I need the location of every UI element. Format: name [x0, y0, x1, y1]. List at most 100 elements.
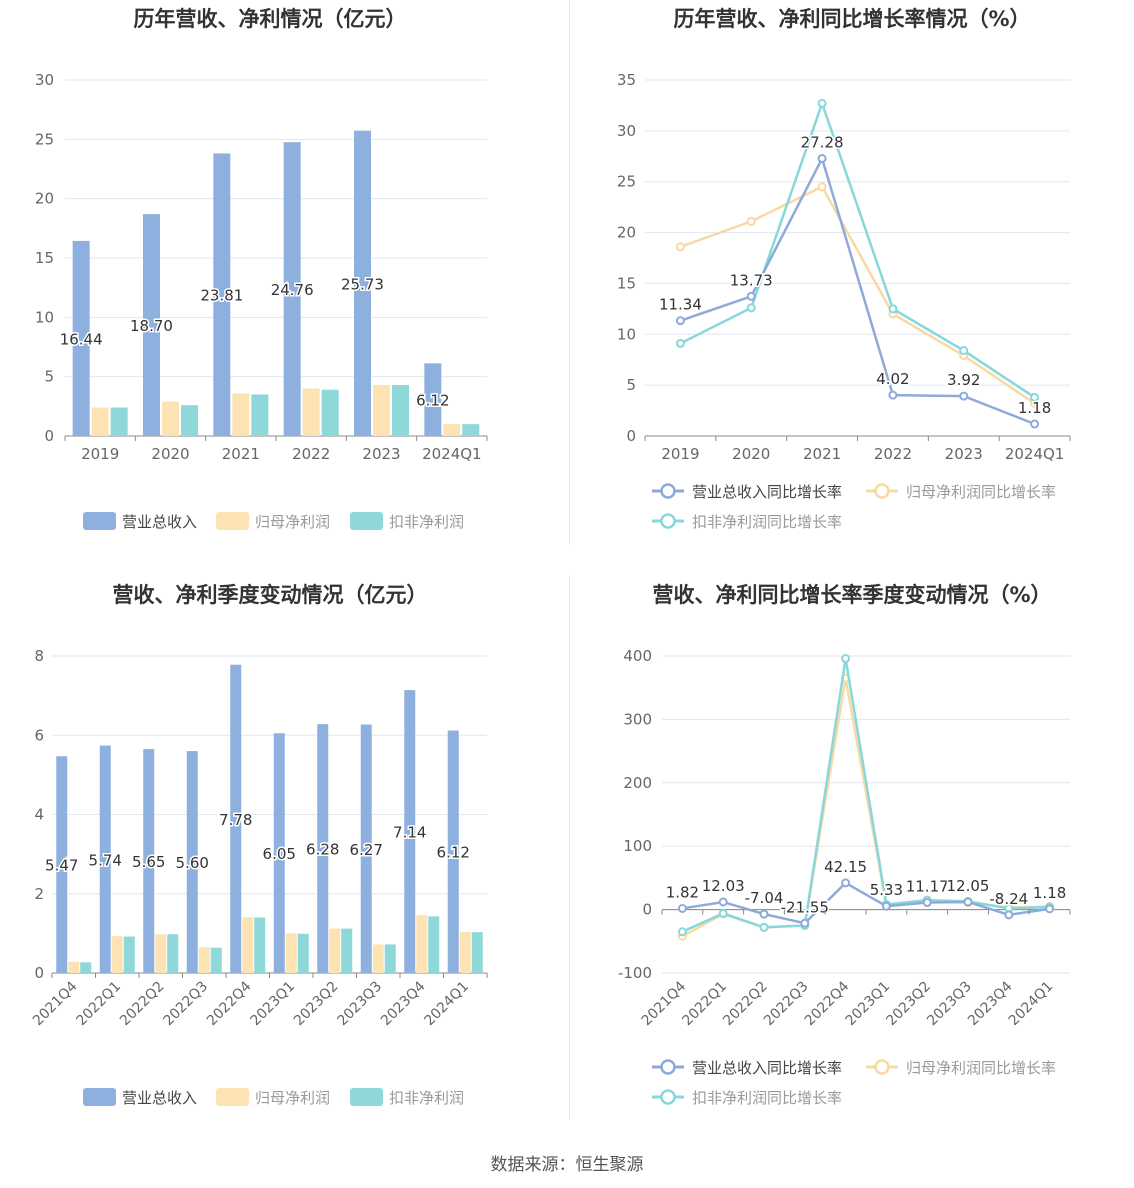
bar-deducted-profit	[80, 962, 92, 973]
x-tick-label: 2023	[362, 445, 400, 463]
data-point	[677, 927, 687, 937]
chart-title: 历年营收、净利情况（亿元）	[134, 7, 407, 31]
x-tick-label: 2021	[803, 445, 841, 463]
y-tick-label: 6	[34, 726, 44, 744]
y-tick-label: 400	[623, 647, 652, 665]
bar-revenue	[186, 751, 198, 973]
quarterly-revenue-profit-chart: 营收、净利季度变动情况（亿元） 0 2 4 6 8 5.47 5.74 5.65 5.60 7.78…	[0, 575, 567, 1120]
bar-data-label: 5.74	[89, 851, 122, 869]
bar-data-label: 6.12	[416, 392, 449, 410]
annual-growth-chart: 历年营收、净利同比增长率情况（%） 0 5 10 15 20 25 30 35 11.34 13.7…	[570, 0, 1134, 545]
y-tick-label: 25	[617, 173, 636, 191]
y-tick-label: 30	[35, 71, 54, 89]
bar-deducted-profit	[462, 424, 480, 436]
x-tick-label: 2022Q2	[117, 979, 168, 1030]
data-point	[800, 918, 810, 928]
bar-revenue	[360, 724, 372, 973]
bar-data-label: 6.05	[263, 845, 296, 863]
data-point	[746, 216, 756, 226]
y-tick-label: 20	[617, 224, 636, 242]
y-tick-label: 8	[34, 647, 44, 665]
bar-data-label: 7.78	[219, 811, 252, 829]
bar-revenue	[424, 363, 442, 436]
x-tick-label: 2024Q1	[1006, 979, 1057, 1030]
data-point	[1030, 419, 1040, 429]
y-tick-label: 0	[44, 427, 54, 445]
data-point	[759, 922, 769, 932]
legend-swatch	[350, 1088, 383, 1106]
bar-deducted-profit	[123, 936, 135, 973]
bar-revenue	[317, 724, 329, 973]
y-tick-label: 5	[44, 368, 54, 386]
bar-net-profit	[111, 936, 123, 973]
line-data-label: -21.55	[781, 898, 829, 916]
legend-marker	[660, 1059, 676, 1075]
bar-deducted-profit	[341, 928, 353, 973]
y-tick-label: 30	[617, 122, 636, 140]
x-tick-label: 2021Q4	[639, 978, 690, 1029]
bar-net-profit	[285, 933, 297, 973]
bar-deducted-profit	[167, 934, 179, 973]
x-tick-label: 2020	[151, 445, 189, 463]
y-tick-label: 2	[34, 885, 44, 903]
legend-marker	[874, 1059, 890, 1075]
data-point	[718, 897, 728, 907]
line-data-label: 11.34	[659, 296, 702, 314]
bar-revenue	[143, 214, 160, 436]
legend-label: 归母净利润	[255, 513, 330, 531]
line-data-label: 42.15	[824, 858, 867, 876]
data-point	[888, 304, 898, 314]
bar-deducted-profit	[428, 916, 440, 973]
quarterly-growth-chart: 营收、净利同比增长率季度变动情况（%） -100 0 100 200 300 400 1.82…	[570, 575, 1134, 1120]
legend-label: 扣非净利润	[389, 1089, 464, 1107]
data-point	[881, 901, 891, 911]
legend-label: 扣非净利润同比增长率	[692, 1089, 842, 1107]
x-tick-label: 2022Q1	[73, 979, 124, 1030]
legend-marker	[660, 513, 676, 529]
bar-revenue	[99, 745, 111, 973]
bar-net-profit	[68, 961, 80, 973]
bar-data-label: 25.73	[341, 275, 384, 293]
line-data-label: 12.05	[947, 877, 990, 895]
legend-marker	[874, 483, 890, 499]
legend-swatch	[350, 512, 383, 530]
x-tick-label: 2024Q1	[1005, 445, 1065, 463]
line-data-label: 1.82	[666, 883, 699, 901]
data-point	[1045, 904, 1055, 914]
x-tick-label: 2023	[945, 445, 983, 463]
data-point	[759, 909, 769, 919]
line-data-label: 1.18	[1018, 399, 1051, 417]
x-tick-label: 2022Q4	[802, 978, 853, 1029]
bar-deducted-profit	[110, 407, 128, 436]
data-point	[718, 908, 728, 918]
x-tick-label: 2020	[732, 445, 770, 463]
bar-net-profit	[302, 388, 320, 436]
y-tick-label: 0	[626, 427, 636, 445]
bar-revenue	[72, 240, 90, 436]
data-point	[922, 898, 932, 908]
x-tick-label: 2021	[222, 445, 260, 463]
data-source-note: 数据来源：恒生聚源	[490, 1155, 644, 1175]
data-point	[959, 391, 969, 401]
line-data-label: 12.03	[702, 877, 745, 895]
line-data-label: 5.33	[870, 881, 903, 899]
data-point	[817, 98, 827, 108]
y-tick-label: 10	[617, 325, 636, 343]
data-point	[959, 346, 969, 356]
panel-divider-top	[569, 0, 570, 545]
bar-deducted-profit	[392, 384, 409, 436]
annual-growth-svg: 历年营收、净利同比增长率情况（%） 0 5 10 15 20 25 30 35 11.34 13.7…	[617, 7, 1071, 531]
x-tick-label: 2022	[292, 445, 330, 463]
quarterly-growth-svg: 营收、净利同比增长率季度变动情况（%） -100 0 100 200 300 400 1.82…	[618, 583, 1071, 1107]
legend-marker	[660, 1089, 676, 1105]
y-tick-label: 200	[623, 774, 652, 792]
series-line	[681, 658, 1050, 933]
legend-swatch	[83, 1088, 116, 1106]
bar-net-profit	[329, 928, 341, 973]
x-tick-label: 2024Q1	[421, 979, 472, 1030]
bar-data-label: 7.14	[393, 824, 426, 842]
data-point	[841, 654, 851, 664]
x-tick-label: 2022	[874, 445, 912, 463]
legend-marker	[660, 483, 676, 499]
x-tick-label: 2023Q3	[924, 979, 975, 1030]
